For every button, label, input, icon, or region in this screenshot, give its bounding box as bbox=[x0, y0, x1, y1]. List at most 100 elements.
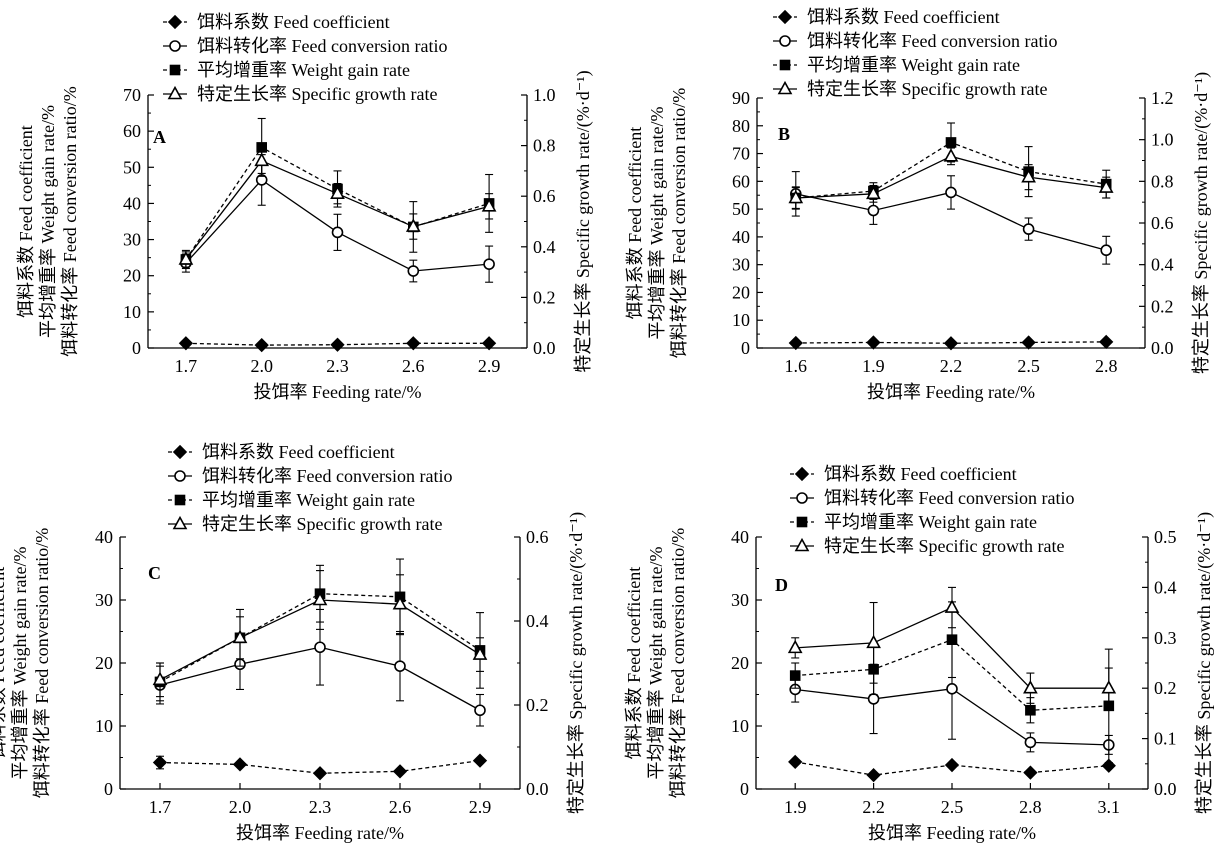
x-tick-label: 2.6 bbox=[402, 356, 425, 376]
series-triangle bbox=[788, 147, 1114, 209]
legend: 饵料系数 Feed coefficient 饵料转化率 Feed conversi… bbox=[163, 12, 447, 104]
y2-tick-label: 0.0 bbox=[533, 338, 556, 358]
y-axis-title-line: 饵料系数 Feed coefficient bbox=[624, 567, 644, 760]
y-axis-title-line: 饵料转化率 Feed conversion ratio/% bbox=[32, 528, 52, 798]
data-point bbox=[472, 646, 488, 660]
y-tick-label: 40 bbox=[123, 193, 141, 213]
data-point bbox=[1024, 736, 1037, 749]
y-tick-label: 70 bbox=[732, 144, 750, 164]
x-tick-label: 1.7 bbox=[175, 356, 198, 376]
legend-marker bbox=[169, 64, 181, 76]
data-point bbox=[1025, 704, 1036, 716]
y2-tick-label: 0.4 bbox=[526, 611, 549, 631]
legend-label: 饵料转化率 Feed conversion ratio bbox=[197, 36, 447, 56]
y2-tick-label: 0.6 bbox=[533, 186, 556, 206]
data-point bbox=[1101, 680, 1117, 694]
y-axis-title-line: 平均增重率 Weight gain rate/% bbox=[647, 106, 667, 339]
data-point bbox=[152, 755, 168, 770]
legend-label: 饵料系数 Feed coefficient bbox=[824, 464, 1017, 484]
x-axis-title: 投饵率 Feeding rate/% bbox=[868, 823, 1036, 843]
x-axis-title: 投饵率 Feeding rate/% bbox=[236, 823, 404, 843]
data-point bbox=[394, 660, 406, 672]
legend-label: 平均增重率 Weight gain rate bbox=[202, 490, 415, 510]
y2-axis-title: 特定生长率 Specific growth rate/(%·d⁻¹) bbox=[566, 512, 587, 814]
data-point bbox=[946, 634, 958, 645]
x-tick-label: 2.0 bbox=[229, 797, 252, 817]
data-point bbox=[330, 337, 345, 352]
legend-marker bbox=[172, 444, 188, 460]
data-point bbox=[1023, 680, 1038, 694]
x-tick-label: 1.6 bbox=[785, 356, 808, 376]
data-point bbox=[178, 336, 194, 351]
y2-tick-label: 0.2 bbox=[526, 695, 549, 715]
series-triangle bbox=[152, 570, 488, 698]
legend: 饵料系数 Feed coefficient 饵料转化率 Feed conversi… bbox=[790, 464, 1074, 556]
data-point bbox=[405, 218, 421, 232]
y2-tick-label: 0.0 bbox=[1154, 779, 1177, 799]
x-tick-label: 2.3 bbox=[326, 356, 349, 376]
y2-tick-label: 0.2 bbox=[533, 287, 556, 307]
data-point bbox=[787, 639, 803, 654]
y2-tick-label: 0.8 bbox=[533, 136, 556, 156]
data-point bbox=[1021, 335, 1036, 350]
data-point bbox=[392, 596, 408, 610]
legend-marker bbox=[779, 59, 791, 71]
y-tick-label: 30 bbox=[95, 590, 113, 610]
data-point bbox=[330, 185, 345, 199]
legend-label: 平均增重率 Weight gain rate bbox=[807, 55, 1020, 75]
y2-tick-label: 0.4 bbox=[1154, 577, 1177, 597]
data-point bbox=[254, 152, 270, 167]
x-tick-label: 1.9 bbox=[784, 797, 807, 817]
series-diamond bbox=[788, 754, 1116, 783]
data-point bbox=[481, 198, 497, 212]
legend-marker bbox=[167, 85, 183, 100]
x-tick-label: 2.3 bbox=[309, 797, 332, 817]
y2-tick-label: 1.2 bbox=[1151, 88, 1174, 108]
data-point bbox=[866, 634, 881, 649]
y2-tick-label: 0.3 bbox=[1154, 628, 1177, 648]
x-tick-label: 1.9 bbox=[862, 356, 885, 376]
data-point bbox=[866, 768, 881, 783]
panel-label: D bbox=[775, 575, 788, 595]
y-axis-title-line: 饵料转化率 Feed conversion ratio/% bbox=[669, 88, 689, 358]
y-tick-label: 80 bbox=[732, 116, 750, 136]
x-tick-label: 2.9 bbox=[469, 797, 492, 817]
y-tick-label: 40 bbox=[731, 527, 749, 547]
legend-label: 饵料系数 Feed coefficient bbox=[197, 12, 390, 32]
y-tick-label: 10 bbox=[732, 310, 750, 330]
legend-label: 平均增重率 Weight gain rate bbox=[197, 60, 410, 80]
legend: 饵料系数 Feed coefficient 饵料转化率 Feed conversi… bbox=[773, 7, 1057, 99]
legend-label: 饵料转化率 Feed conversion ratio bbox=[824, 488, 1074, 508]
series-diamond bbox=[788, 334, 1114, 351]
y-tick-label: 20 bbox=[95, 653, 113, 673]
data-point bbox=[483, 258, 495, 270]
legend-label: 特定生长率 Specific growth rate bbox=[824, 536, 1064, 556]
y2-axis-title: 特定生长率 Specific growth rate/(%·d⁻¹) bbox=[1191, 72, 1212, 374]
y-tick-label: 20 bbox=[123, 266, 141, 286]
data-point bbox=[481, 336, 497, 351]
y2-tick-label: 0.5 bbox=[1154, 527, 1177, 547]
data-point bbox=[232, 629, 248, 644]
data-point bbox=[472, 753, 488, 768]
data-point bbox=[867, 693, 880, 705]
data-point bbox=[945, 186, 957, 199]
y-tick-label: 30 bbox=[731, 590, 749, 610]
data-point bbox=[312, 766, 328, 781]
x-tick-label: 2.2 bbox=[862, 797, 885, 817]
chart-panel-a: 0 10 20 30 40 50 60 70 0.0 0.2 0.4 0.6 0.8 1.0 1.7 2.0 2… bbox=[16, 12, 594, 402]
y-tick-label: 60 bbox=[123, 121, 141, 141]
legend-label: 饵料系数 Feed coefficient bbox=[807, 7, 1000, 27]
y-tick-label: 50 bbox=[123, 157, 141, 177]
legend-label: 特定生长率 Specific growth rate bbox=[197, 84, 437, 104]
legend-marker bbox=[796, 516, 808, 528]
data-point bbox=[1023, 765, 1038, 780]
y-tick-label: 70 bbox=[123, 85, 141, 105]
series-diamond bbox=[152, 753, 488, 781]
series-line bbox=[185, 342, 490, 346]
y2-tick-label: 0.4 bbox=[1151, 255, 1174, 275]
y2-tick-label: 0.2 bbox=[1154, 678, 1177, 698]
data-point bbox=[788, 335, 803, 351]
chart-panel-b: 0 10 20 30 40 50 60 70 80 90 0.0 0.2 0.4 0.6 0.8 1.0 1.2… bbox=[625, 7, 1212, 402]
data-point bbox=[789, 670, 801, 681]
